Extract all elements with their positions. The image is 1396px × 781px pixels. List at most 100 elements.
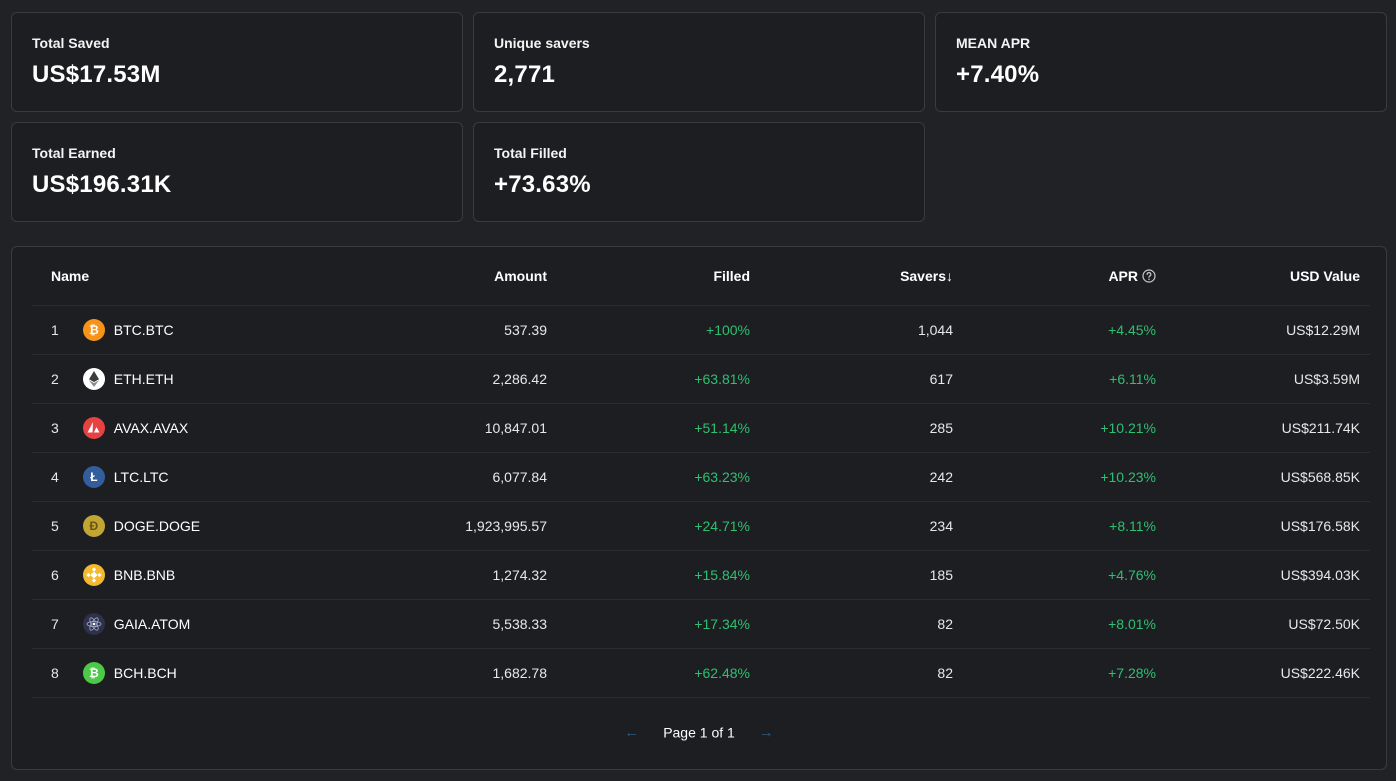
apr-cell: +10.23% bbox=[1100, 468, 1156, 485]
filled-cell: +24.71% bbox=[694, 517, 750, 534]
savers-cell: 185 bbox=[929, 566, 953, 583]
savers-table-panel: Name Amount Filled Savers↓ APR USD Value… bbox=[11, 246, 1387, 770]
filled-cell: +17.34% bbox=[694, 615, 750, 632]
stat-value: US$196.31K bbox=[32, 171, 172, 198]
arrow-right-icon[interactable]: → bbox=[758, 723, 774, 741]
name-cell: 2 ETH.ETH bbox=[32, 354, 348, 403]
filled-cell: +51.14% bbox=[694, 419, 750, 436]
apr-cell: +10.21% bbox=[1100, 419, 1156, 436]
name-cell: 1 ₿ BTC.BTC bbox=[32, 305, 348, 354]
rank-number: 2 bbox=[51, 370, 59, 387]
savers-cell: 234 bbox=[929, 517, 953, 534]
amount-cell: 2,286.42 bbox=[492, 370, 548, 387]
amount-cell: 1,682.78 bbox=[492, 664, 548, 681]
asset-name: DOGE.DOGE bbox=[113, 517, 201, 534]
name-cell: 4 Ł LTC.LTC bbox=[32, 452, 348, 501]
stat-value: +7.40% bbox=[956, 61, 1040, 88]
stat-label: Total Earned bbox=[32, 145, 116, 161]
table-row[interactable]: 5 Ð DOGE.DOGE 1,923,995.57 +24.71% 234 +… bbox=[32, 501, 1370, 550]
rank-number: 4 bbox=[51, 468, 59, 485]
column-header-apr[interactable]: APR bbox=[963, 247, 1166, 305]
savers-cell: 82 bbox=[937, 664, 953, 681]
asset-name: BTC.BTC bbox=[113, 321, 174, 338]
savers-cell: 242 bbox=[929, 468, 953, 485]
arrow-left-icon[interactable]: ← bbox=[624, 723, 640, 741]
stat-label: Total Saved bbox=[32, 35, 110, 51]
column-header-amount[interactable]: Amount bbox=[494, 267, 547, 284]
rank-number: 5 bbox=[51, 517, 59, 534]
name-cell: 8 ₿ BCH.BCH bbox=[32, 648, 348, 697]
usd-value-cell: US$211.74K bbox=[1281, 419, 1360, 436]
bch-icon: ₿ bbox=[82, 661, 105, 684]
table-row[interactable]: 2 ETH.ETH 2,286.42 +63.81% 617 +6.11% US… bbox=[32, 354, 1370, 403]
name-cell: 7 GAIA.ATOM bbox=[32, 599, 348, 648]
stat-card-mean-apr: MEAN APR +7.40% bbox=[935, 12, 1387, 112]
column-header-usd-value[interactable]: USD Value bbox=[1289, 267, 1360, 284]
name-cell: 5 Ð DOGE.DOGE bbox=[32, 501, 348, 550]
usd-value-cell: US$568.85K bbox=[1280, 468, 1360, 485]
ltc-icon: Ł bbox=[82, 465, 105, 488]
apr-cell: +8.01% bbox=[1108, 615, 1156, 632]
table-row[interactable]: 4 Ł LTC.LTC 6,077.84 +63.23% 242 +10.23%… bbox=[32, 452, 1370, 501]
savers-cell: 82 bbox=[937, 615, 953, 632]
usd-value-cell: US$394.03K bbox=[1280, 566, 1360, 583]
column-header-savers[interactable]: Savers↓ bbox=[900, 267, 953, 284]
stat-card-total-earned: Total Earned US$196.31K bbox=[11, 122, 463, 222]
apr-cell: +4.45% bbox=[1108, 321, 1156, 338]
amount-cell: 1,923,995.57 bbox=[465, 517, 547, 534]
avax-icon bbox=[82, 416, 105, 439]
table-row[interactable]: 8 ₿ BCH.BCH 1,682.78 +62.48% 82 +7.28% U… bbox=[32, 648, 1370, 697]
page-indicator: Page 1 of 1 bbox=[663, 724, 735, 741]
rank-number: 7 bbox=[51, 615, 59, 632]
filled-cell: +63.23% bbox=[694, 468, 750, 485]
asset-name: BNB.BNB bbox=[113, 566, 176, 583]
apr-cell: +4.76% bbox=[1108, 566, 1156, 583]
usd-value-cell: US$12.29M bbox=[1286, 321, 1360, 338]
apr-header-label: APR bbox=[1108, 267, 1138, 284]
rank-number: 6 bbox=[51, 566, 59, 583]
savers-cell: 617 bbox=[929, 370, 953, 387]
amount-cell: 1,274.32 bbox=[492, 566, 548, 583]
bnb-icon bbox=[82, 563, 105, 586]
asset-name: ETH.ETH bbox=[113, 370, 174, 387]
table-row[interactable]: 3 AVAX.AVAX 10,847.01 +51.14% 285 +10.21… bbox=[32, 403, 1370, 452]
stat-card-total-saved: Total Saved US$17.53M bbox=[11, 12, 463, 112]
atom-icon bbox=[82, 612, 105, 635]
rank-number: 8 bbox=[51, 664, 59, 681]
rank-number: 1 bbox=[51, 321, 59, 338]
amount-cell: 5,538.33 bbox=[492, 615, 548, 632]
table-row[interactable]: 7 GAIA.ATOM 5,538.33 +17.34% 82 +8.01% U… bbox=[32, 599, 1370, 648]
rank-number: 3 bbox=[51, 419, 59, 436]
column-header-name[interactable]: Name bbox=[51, 267, 90, 284]
eth-icon bbox=[82, 367, 105, 390]
apr-cell: +8.11% bbox=[1109, 517, 1156, 534]
pagination: ← Page 1 of 1 → bbox=[12, 723, 1386, 741]
filled-cell: +15.84% bbox=[694, 566, 750, 583]
column-header-filled[interactable]: Filled bbox=[713, 267, 750, 284]
table-header-row: Name Amount Filled Savers↓ APR USD Value bbox=[32, 247, 1370, 305]
filled-cell: +100% bbox=[706, 321, 750, 338]
usd-value-cell: US$72.50K bbox=[1288, 615, 1360, 632]
stat-card-unique-savers: Unique savers 2,771 bbox=[473, 12, 925, 112]
savers-cell: 285 bbox=[929, 419, 953, 436]
table-row[interactable]: 6 BNB.BNB 1,274.32 +15.84% 185 +4.76% US… bbox=[32, 550, 1370, 599]
usd-value-cell: US$222.46K bbox=[1280, 664, 1360, 681]
usd-value-cell: US$3.59M bbox=[1293, 370, 1360, 387]
filled-cell: +63.81% bbox=[694, 370, 750, 387]
doge-icon: Ð bbox=[82, 514, 105, 537]
amount-cell: 537.39 bbox=[504, 321, 547, 338]
stat-label: Unique savers bbox=[494, 35, 590, 51]
usd-value-cell: US$176.58K bbox=[1280, 517, 1360, 534]
name-cell: 6 BNB.BNB bbox=[32, 550, 348, 599]
asset-name: GAIA.ATOM bbox=[113, 615, 191, 632]
stat-value: US$17.53M bbox=[32, 61, 161, 88]
table-row[interactable]: 1 ₿ BTC.BTC 537.39 +100% 1,044 +4.45% US… bbox=[32, 305, 1370, 354]
help-circle-icon[interactable] bbox=[1142, 269, 1156, 283]
savers-table: Name Amount Filled Savers↓ APR USD Value… bbox=[32, 247, 1370, 698]
asset-name: AVAX.AVAX bbox=[113, 419, 189, 436]
savers-cell: 1,044 bbox=[917, 321, 953, 338]
stat-label: Total Filled bbox=[494, 145, 567, 161]
filled-cell: +62.48% bbox=[694, 664, 750, 681]
apr-cell: +7.28% bbox=[1108, 664, 1156, 681]
asset-name: BCH.BCH bbox=[113, 664, 177, 681]
